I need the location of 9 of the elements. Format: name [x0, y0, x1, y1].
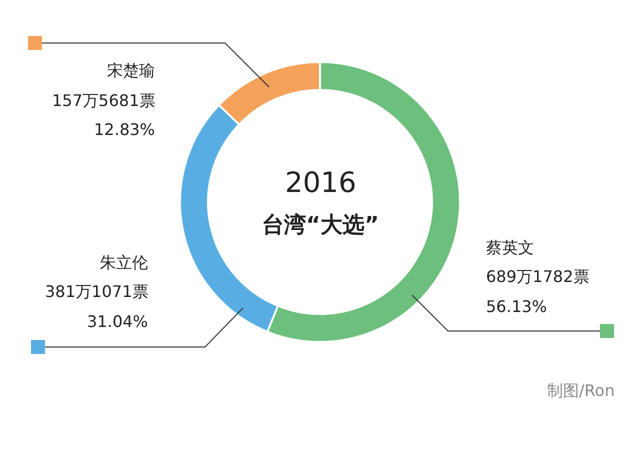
data-label: 157万5681票 12.83%	[52, 91, 156, 139]
data-label: 381万1071票 31.04%	[45, 282, 148, 331]
text: 2016	[285, 166, 356, 199]
slice-label: 蔡英文	[486, 238, 534, 257]
slice-label: 朱立伦	[100, 253, 148, 272]
text: 台湾“大选”	[262, 212, 379, 238]
data-label: 689万1782票 56.13%	[486, 267, 590, 316]
text: 制图/Ron	[547, 381, 615, 400]
slice-label: 宋楚瑜	[107, 61, 155, 80]
